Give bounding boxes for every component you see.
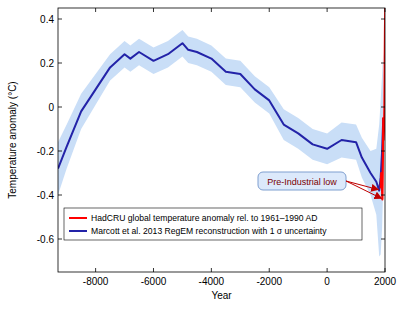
legend-swatch	[69, 217, 87, 219]
x-tick	[95, 8, 96, 12]
y-tick	[381, 239, 385, 240]
y-tick	[58, 63, 62, 64]
x-tick	[385, 8, 386, 12]
x-tick-label: -4000	[199, 276, 225, 287]
annotation-arrow	[346, 181, 378, 190]
plot-bg	[58, 8, 385, 272]
y-tick	[58, 19, 62, 20]
legend-box	[64, 208, 362, 240]
x-tick	[269, 8, 270, 12]
series-line	[58, 43, 383, 190]
x-tick	[211, 8, 212, 12]
y-tick	[381, 195, 385, 196]
data-group	[58, 8, 385, 257]
y-tick	[58, 107, 62, 108]
x-tick	[327, 8, 328, 12]
y-tick	[58, 239, 62, 240]
annotation-arrow	[346, 181, 381, 198]
x-tick	[95, 268, 96, 272]
x-tick	[269, 268, 270, 272]
x-tick	[327, 268, 328, 272]
x-tick-label: 2000	[374, 276, 397, 287]
x-tick-label: -8000	[83, 276, 109, 287]
chart: -8000 -6000 -4000 -2000 0 2000 0.4 0.2 0 -0.2 -0.4…	[0, 0, 400, 310]
chart-root: -8000 -6000 -4000 -2000 0 2000 0.4 0.2 0 -0.2 -0.4…	[0, 0, 400, 310]
x-tick	[211, 268, 212, 272]
y-axis-label: Temperature anomaly (°C)	[7, 81, 18, 198]
y-tick	[381, 63, 385, 64]
legend-label: HadCRU global temperature anomaly rel. t…	[91, 213, 317, 223]
x-tick	[385, 268, 386, 272]
y-tick-label: 0.4	[40, 14, 54, 25]
y-tick	[58, 151, 62, 152]
y-tick-label: -0.2	[37, 146, 55, 157]
y-tick	[58, 195, 62, 196]
uncertainty-band	[58, 30, 383, 257]
annotation-text: Pre-Industrial low	[267, 177, 337, 187]
legend-swatch	[69, 230, 87, 232]
y-tick-label: -0.4	[37, 190, 55, 201]
series-line	[381, 8, 385, 199]
x-tick	[153, 8, 154, 12]
y-tick-label: -0.6	[37, 234, 55, 245]
legend-label: Marcott et al. 2013 RegEM reconstruction…	[91, 226, 327, 236]
y-tick	[381, 19, 385, 20]
annotation-box	[258, 172, 346, 190]
y-tick-label: 0.2	[40, 58, 54, 69]
x-axis-label: Year	[211, 290, 232, 301]
y-tick	[381, 107, 385, 108]
x-tick-label: -6000	[141, 276, 167, 287]
x-tick	[153, 268, 154, 272]
y-tick	[381, 151, 385, 152]
y-tick-label: 0	[48, 102, 54, 113]
x-tick-label: -2000	[256, 276, 282, 287]
x-tick-label: 0	[324, 276, 330, 287]
plot-frame	[58, 8, 385, 272]
